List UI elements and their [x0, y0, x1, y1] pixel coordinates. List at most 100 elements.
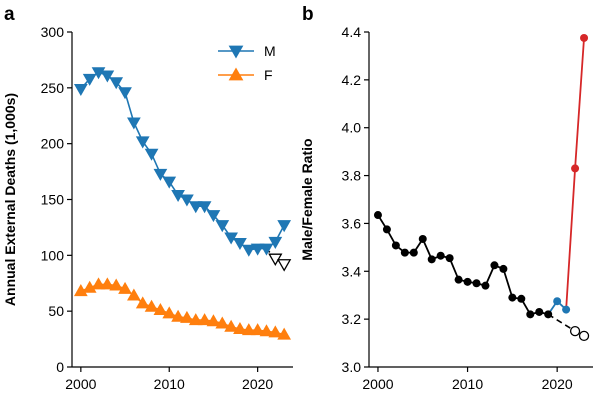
- legend-label-F: F: [264, 67, 273, 83]
- panel-a-ytick-label-5: 250: [41, 80, 65, 96]
- ratio-historical-point-6: [427, 255, 436, 264]
- series-f-point-2: [91, 277, 106, 290]
- series-m-point-0: [73, 83, 88, 96]
- series-f-point-10: [162, 306, 177, 319]
- ratio-historical-point-13: [490, 261, 499, 270]
- panel-b-xtick-label-0: 2000: [362, 376, 393, 392]
- ratio-observed-line: [565, 37, 585, 310]
- ratio-historical-point-8: [445, 254, 454, 263]
- panel-a-xtick-label-0: 2000: [65, 376, 96, 392]
- ratio-historical-point-16: [517, 294, 526, 303]
- series-m-point-15: [206, 210, 221, 223]
- series-f-point-17: [224, 319, 238, 332]
- series-f-point-14: [197, 313, 212, 326]
- ratio-historical-point-9: [454, 275, 463, 284]
- panel-a-ytick-label-4: 200: [41, 136, 65, 152]
- series-m-point-12: [180, 194, 194, 207]
- series-m-point-16: [215, 220, 230, 233]
- panel-b-ytick-label-2: 3.4: [342, 263, 362, 279]
- series-f-point-23: [277, 327, 292, 340]
- ratio-recent-point-0: [553, 297, 562, 306]
- series-f-point-16: [215, 316, 230, 329]
- series-f-point-8: [144, 299, 159, 312]
- series-m-point-6: [127, 117, 141, 130]
- ratio-historical-point-4: [409, 248, 418, 257]
- ratio-projected-point-1: [578, 330, 590, 342]
- series-m-point-1: [82, 73, 97, 86]
- panel-b-ytick-label-1: 3.2: [342, 311, 362, 327]
- series-f-point-18: [233, 322, 247, 335]
- series-m-point-14: [197, 201, 212, 214]
- panel-a: a Annual External Deaths (1,000s) 0 50 100…: [2, 4, 293, 392]
- panel-b-ytick-label-7: 4.4: [342, 24, 362, 40]
- series-m-point-4: [109, 77, 124, 90]
- panel-b-ytick-label-4: 3.8: [342, 168, 362, 184]
- series-f-point-20: [250, 323, 265, 336]
- ratio-observed-point-0: [571, 164, 580, 173]
- panel-b-ytick-label-0: 3.0: [342, 359, 362, 375]
- series-m-point-19: [241, 244, 256, 257]
- series-f-point-3: [100, 277, 115, 290]
- series-f-point-7: [135, 296, 150, 309]
- series-f-point-11: [171, 309, 185, 322]
- panel-a-marks: [73, 67, 292, 340]
- panel-b-ytick-label-5: 4.0: [342, 120, 362, 136]
- ratio-historical-point-14: [499, 264, 508, 273]
- panel-b-axes: 3.0 3.2 3.4 3.6 3.8 4.0 4.2 4.4 2000 2010 2020: [342, 24, 593, 392]
- ratio-historical-point-2: [391, 241, 400, 250]
- series-f-point-22: [268, 325, 283, 338]
- panel-a-xtick-label-2: 2020: [242, 376, 273, 392]
- series-m-recent-point-1: [277, 220, 292, 233]
- panel-a-ytick-label-2: 100: [41, 247, 65, 263]
- series-f-point-19: [241, 323, 256, 336]
- panel-b-ytick-label-3: 3.6: [342, 215, 362, 231]
- panel-b-marks: [373, 33, 590, 342]
- series-f-point-1: [82, 280, 97, 293]
- ratio-historical-point-19: [544, 310, 553, 319]
- series-m-projected-point-1: [277, 259, 292, 272]
- series-m-point-21: [259, 243, 274, 256]
- panel-b-xtick-label-2: 2020: [542, 376, 573, 392]
- legend-marker-F: [228, 67, 244, 81]
- series-f-point-9: [153, 303, 168, 316]
- legend-label-M: M: [264, 43, 276, 59]
- panel-a-ytick-label-1: 50: [48, 303, 64, 319]
- series-f-line: [80, 283, 285, 336]
- series-f-point-0: [73, 284, 88, 297]
- series-m-point-20: [250, 243, 265, 256]
- series-f-point-5: [118, 281, 132, 294]
- panel-a-xtick-label-1: 2010: [154, 376, 185, 392]
- series-m-point-13: [188, 201, 203, 214]
- series-f-point-6: [127, 288, 141, 301]
- series-f-point-12: [180, 310, 194, 323]
- series-m-point-8: [144, 148, 159, 161]
- series-f-point-4: [109, 278, 124, 291]
- panel-a-letter: a: [4, 4, 15, 25]
- panel-a-ytick-label-0: 0: [56, 359, 64, 375]
- ratio-historical-point-0: [373, 211, 382, 220]
- ratio-observed-point-1: [580, 33, 589, 42]
- series-m-point-3: [100, 70, 115, 83]
- ratio-historical-point-3: [400, 248, 409, 257]
- panel-b-letter: b: [302, 4, 314, 25]
- series-m-point-5: [118, 87, 132, 100]
- ratio-historical-point-1: [382, 225, 391, 234]
- legend-marker-M: [228, 45, 244, 59]
- series-m-point-18: [233, 238, 247, 251]
- series-f-point-21: [259, 324, 274, 337]
- ratio-historical-point-12: [481, 281, 490, 290]
- series-m-line: [80, 71, 267, 251]
- series-f-point-15: [206, 314, 221, 327]
- ratio-historical-point-17: [526, 310, 535, 319]
- series-m-point-2: [91, 67, 106, 80]
- panel-a-axes: 0 50 100 150 200 250 300 2000 2010 2020: [41, 24, 293, 392]
- panel-b-ytick-label-6: 4.2: [342, 72, 362, 88]
- ratio-historical-point-15: [508, 293, 517, 302]
- panel-b: b Male/Female Ratio 3.0 3.2 3.4 3.6 3.8 4.0 4.…: [299, 4, 593, 392]
- ratio-historical-point-10: [463, 277, 472, 286]
- panel-a-legend: MF: [218, 43, 276, 83]
- series-m-point-9: [153, 168, 168, 181]
- panel-a-ylabel: Annual External Deaths (1,000s): [2, 93, 18, 306]
